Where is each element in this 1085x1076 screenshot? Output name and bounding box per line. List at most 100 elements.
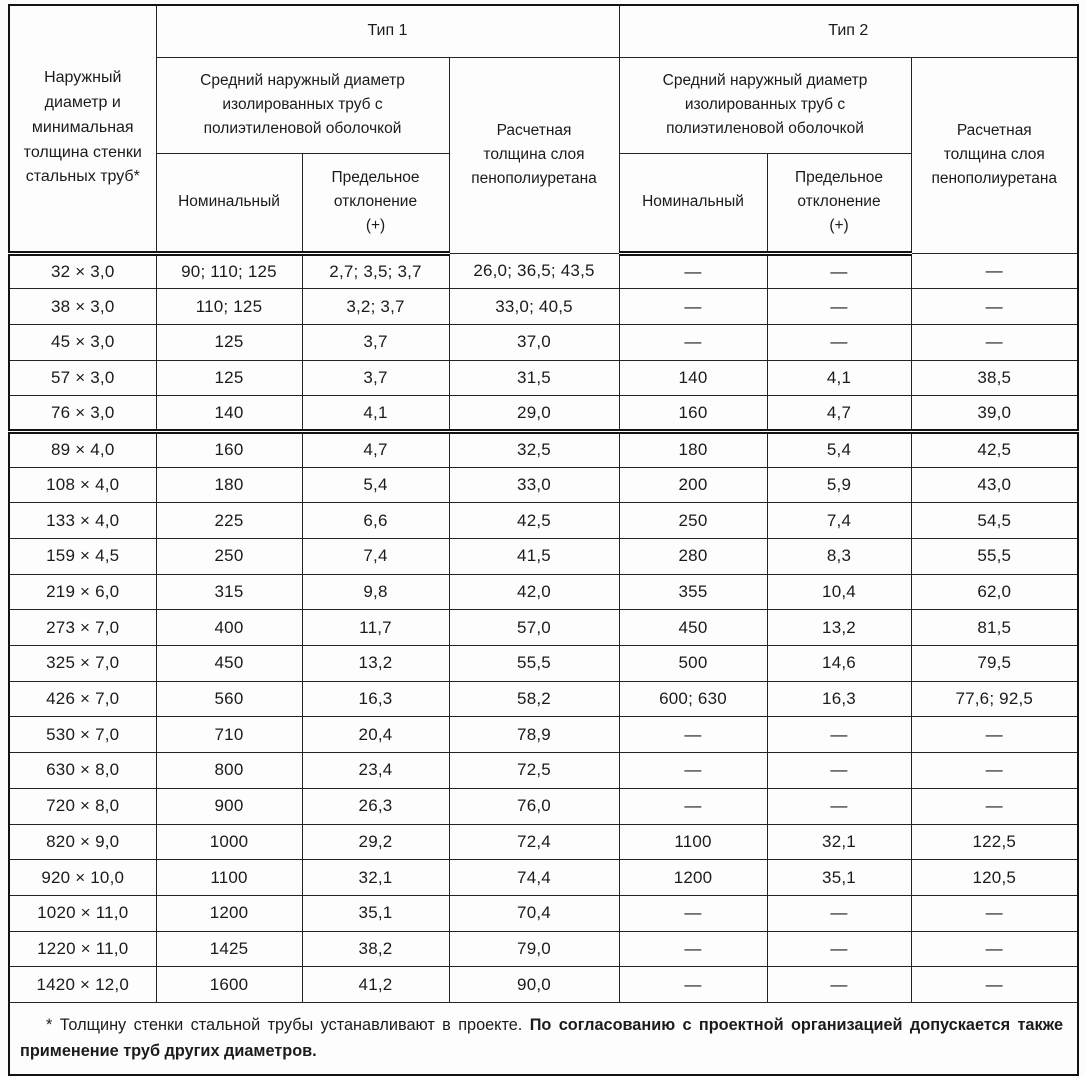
type1-nominal-cell: 900 [155,787,303,825]
type1-nominal-cell: 450 [155,645,303,682]
type1-nominal-cell: 125 [155,359,303,397]
steel-pipe-size-cell: 1220 × 11,0 [8,930,157,968]
table-row: 32 × 3,0 90; 110; 125 2,7; 3,5; 3,7 26,0; 3… [8,252,1079,290]
type1-nominal-cell: 90; 110; 125 [155,252,303,290]
type1-foam-cell: 42,5 [448,502,620,539]
type2-foam-cell: 120,5 [910,859,1079,896]
footnote-row: * Толщину стенки стальной трубы устанавл… [8,1001,1079,1076]
type1-foam-cell: 58,2 [448,680,620,718]
footnote-bold-text: По согласованию с проектной организацией… [20,1015,1064,1060]
type1-nominal-cell: 1425 [155,930,303,968]
table-row: 273 × 7,0 400 11,7 57,0 450 13,2 81,5 [8,609,1079,647]
table-row: 1420 × 12,0 1600 41,2 90,0— — — [8,966,1079,1003]
type1-foam-cell: 26,0; 36,5; 43,5 [448,252,620,290]
type2-nominal-cell: — [618,787,768,825]
type1-nominal-cell: 315 [155,573,303,611]
type2-deviation-cell: 14,6 [766,645,912,682]
type1-foam-cell: 72,4 [448,823,620,861]
type2-deviation-cell: — [766,894,912,932]
table-row: 325 × 7,0 450 13,2 55,5 500 14,6 79,5 [8,645,1079,682]
type2-deviation-cell: — [766,752,912,789]
steel-pipe-size-cell: 1020 × 11,0 [8,894,157,932]
type1-nominal-cell: 1100 [155,859,303,896]
table-row: 89 × 4,0 160 4,7 32,5 180 5,4 42,5 [8,430,1079,468]
steel-pipe-size-cell: 325 × 7,0 [8,645,157,682]
table-row: 820 × 9,0 1000 29,2 72,4 1100 32,1 122,5 [8,823,1079,861]
type2-nominal-cell: — [618,894,768,932]
type1-foam-cell: 79,0 [448,930,620,968]
steel-pipe-size-cell: 89 × 4,0 [8,430,157,468]
type2-foam-cell: — [910,752,1079,789]
type1-nominal-cell: 140 [155,395,303,434]
type2-foam-cell: — [910,323,1079,361]
table-row: 57 × 3,0 125 3,7 31,5 140 4,1 38,5 [8,359,1079,397]
type1-deviation-cell: 13,2 [301,645,450,682]
table-row: 159 × 4,5 250 7,4 41,5 280 8,3 55,5 [8,538,1079,575]
header-row-groups: Средний наружный диаметр изолированных т… [9,56,1079,254]
type1-deviation-cell: 32,1 [301,859,450,896]
type2-deviation-header: Предельное отклонение (+) [766,152,912,256]
type2-nominal-cell: — [618,323,768,361]
type2-foam-cell: 79,5 [910,645,1079,682]
type2-foam-cell: 62,0 [910,573,1079,611]
steel-pipe-size-cell: 219 × 6,0 [8,573,157,611]
type1-deviation-cell: 2,7; 3,5; 3,7 [301,252,450,290]
type1-foam-cell: 33,0; 40,5 [448,288,620,325]
type2-deviation-cell: 32,1 [766,823,912,861]
type2-nominal-cell: 200 [618,466,768,504]
type2-foam-cell: 43,0 [910,466,1079,504]
type2-deviation-cell: — [766,787,912,825]
type1-foam-cell: 55,5 [448,645,620,682]
table-row: 1220 × 11,0 1425 38,2 79,0— — — [8,930,1079,968]
type1-nominal-cell: 1600 [155,966,303,1003]
type2-deviation-cell: 4,1 [766,359,912,397]
table-row: 76 × 3,0 140 4,1 29,0 160 4,7 39,0 [8,395,1079,434]
type1-nominal-cell: 225 [155,502,303,539]
type2-nominal-cell: 500 [618,645,768,682]
footnote-text: * Толщину стенки стальной трубы устанавл… [20,1012,1063,1064]
type2-deviation-cell: 5,4 [766,430,912,468]
type2-deviation-cell: 7,4 [766,502,912,539]
type2-avg-diameter-header: Средний наружный диаметр изолированных т… [618,56,912,154]
type2-nominal-cell: 355 [618,573,768,611]
table-row: 920 × 10,0 1100 32,1 74,4 1200 35,1 120,5 [8,859,1079,896]
table-row: 133 × 4,0 225 6,6 42,5 250 7,4 54,5 [8,502,1079,539]
table-row: 1020 × 11,0 1200 35,1 70,4— — — [8,894,1079,932]
steel-pipe-size-cell: 57 × 3,0 [8,359,157,397]
steel-pipe-size-cell: 108 × 4,0 [8,466,157,504]
type1-nominal-cell: 110; 125 [155,288,303,325]
type2-deviation-cell: — [766,252,912,290]
type2-foam-cell: — [910,252,1079,290]
type1-deviation-cell: 4,1 [301,395,450,434]
type1-nominal-cell: 250 [155,538,303,575]
type1-nominal-cell: 1200 [155,894,303,932]
table-footer: * Толщину стенки стальной трубы устанавл… [8,1001,1079,1076]
type1-foam-cell: 31,5 [448,359,620,397]
type1-deviation-cell: 4,7 [301,430,450,468]
steel-pipe-size-cell: 1420 × 12,0 [8,966,157,1003]
type2-deviation-cell: — [766,288,912,325]
insulated-pipes-table: Наружный диаметр и минимальная толщина с… [8,4,1080,1076]
header-row-types: Наружный диаметр и минимальная толщина с… [8,4,1079,256]
header-row-columns: Номинальный Предельное отклонение (+) Но… [9,152,1078,256]
type2-nominal-cell: 160 [618,395,768,434]
type2-foam-cell: — [910,894,1079,932]
steel-pipe-size-cell: 76 × 3,0 [8,395,157,434]
type2-nominal-cell: 1200 [618,859,768,896]
type2-nominal-cell: — [618,752,768,789]
type1-deviation-cell: 7,4 [301,538,450,575]
type1-deviation-cell: 26,3 [301,787,450,825]
type2-deviation-cell: 16,3 [766,680,912,718]
type1-deviation-cell: 20,4 [301,716,450,754]
type2-nominal-cell: 180 [618,430,768,468]
steel-pipe-size-cell: 920 × 10,0 [8,859,157,896]
type2-foam-cell: 38,5 [910,359,1079,397]
table-row: 426 × 7,0 560 16,3 58,2 600; 630 16,3 77,6; 92… [8,680,1079,718]
type2-nominal-cell: 140 [618,359,768,397]
type2-nominal-cell: — [618,252,768,290]
type2-nominal-cell: 1100 [618,823,768,861]
table-row: 38 × 3,0 110; 125 3,2; 3,7 33,0; 40,5— — — [8,288,1079,325]
type2-nominal-cell: — [618,288,768,325]
type1-deviation-cell: 6,6 [301,502,450,539]
